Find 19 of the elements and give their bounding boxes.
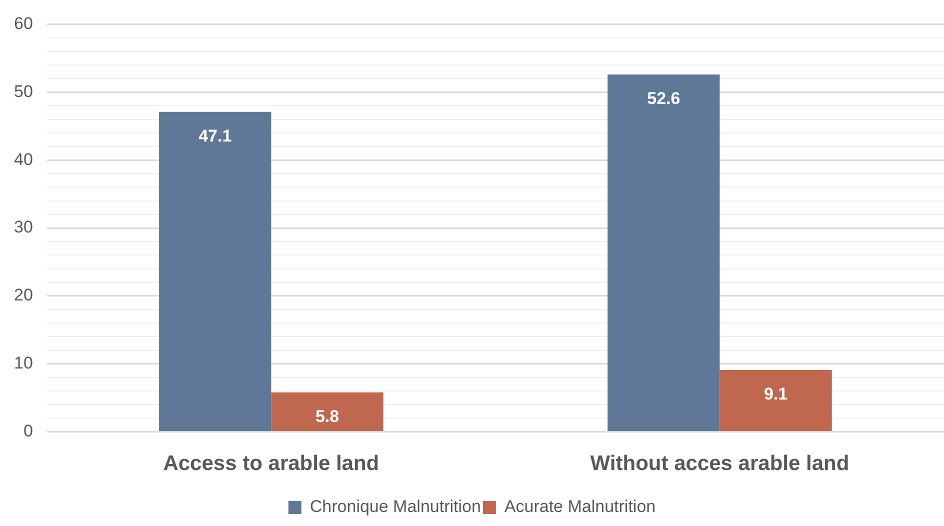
- y-tick-label: 30: [14, 218, 33, 237]
- data-label: 9.1: [764, 384, 788, 404]
- legend-label: Acurate Malnutrition: [504, 497, 656, 516]
- x-tick-label: Without acces arable land: [590, 452, 850, 476]
- data-label: 5.8: [315, 407, 340, 426]
- y-tick-label: 60: [14, 14, 33, 33]
- y-tick-label: 20: [14, 286, 33, 305]
- bar: [271, 392, 384, 432]
- data-label: 47.1: [198, 126, 232, 146]
- y-tick-label: 0: [23, 421, 33, 440]
- y-tick-label: 50: [14, 82, 33, 101]
- legend-label: Chronique Malnutrition: [310, 497, 481, 516]
- y-tick-label: 10: [14, 354, 33, 373]
- x-tick-label: Access to arable land: [163, 452, 380, 476]
- bar: [608, 74, 720, 432]
- bar: [720, 370, 832, 432]
- data-label: 52.6: [647, 89, 680, 108]
- y-tick-label: 40: [14, 150, 33, 169]
- bar: [159, 112, 272, 432]
